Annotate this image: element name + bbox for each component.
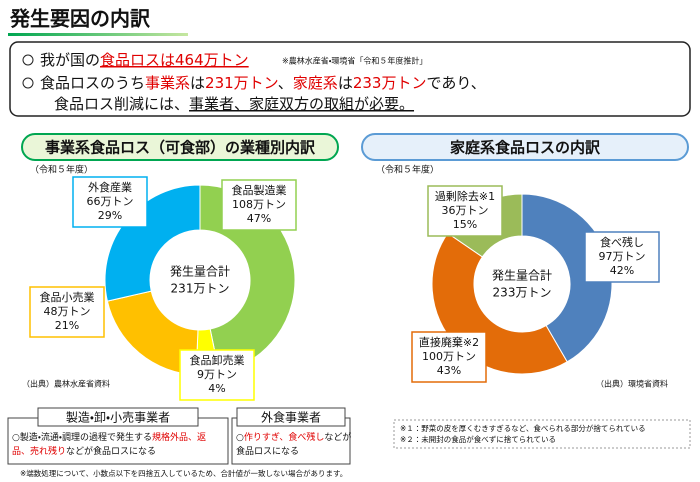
text-segment: 233万トン (353, 74, 427, 92)
info-box-title: 製造・卸・小売事業者 (66, 410, 170, 425)
text-segment: 事業系 (145, 74, 190, 92)
info-box-tab (37, 407, 199, 427)
chart-subtitle: （令和５年度） (30, 164, 93, 176)
callout-box (221, 179, 297, 231)
value-label: 108万トン (232, 198, 286, 211)
text-segment: 事業者、家庭双方の取組が必要。 (189, 95, 414, 113)
chart-title: 事業系食品ロス（可食部）の業種別内訳 (45, 139, 316, 157)
info-box-tab (236, 407, 346, 427)
chart-source: （出典）農林水産省資料 (22, 379, 110, 389)
text-segment: などが食品ロスになる (66, 445, 156, 457)
notes-box (393, 419, 691, 449)
value-label: 36万トン (442, 204, 489, 217)
rich-text: ○作りすぎ、食べ残しなどが (236, 431, 351, 443)
value-label: 100万トン (422, 350, 476, 363)
callout-box (411, 331, 487, 383)
text-segment: 品、売れ残り (12, 445, 66, 457)
category-label: 食品卸売業 (190, 353, 245, 367)
callout-box (584, 231, 660, 283)
total-value: 233万トン (493, 286, 552, 300)
text-segment: ○ (236, 433, 244, 443)
footer-note: ※端数処理について、小数点以下を四捨五入しているため、合計値が一致しない場合があ… (20, 468, 347, 478)
text-segment: 作りすぎ、食べ残し (244, 431, 325, 443)
text-segment: 家庭系 (293, 74, 338, 92)
rich-text: 我が国の食品ロスは464万トン (40, 51, 249, 69)
callout-box (427, 185, 503, 237)
category-label: 食べ残し (600, 235, 644, 249)
value-label: 9万トン (197, 368, 237, 381)
share-label: 47% (247, 212, 271, 225)
text-segment: ○製造・流通・調理の過程で発生する (12, 431, 152, 443)
text-segment: 、 (278, 74, 293, 92)
text-segment: であり、 (426, 74, 485, 92)
note: ※２：未開封の食品が食べずに捨てられている (400, 434, 556, 444)
text-segment: 食品ロスになる (236, 446, 299, 457)
chart-title-pill (361, 133, 689, 161)
total-label: 発生量合計 (492, 268, 552, 283)
value-label: 97万トン (599, 250, 646, 263)
summary-box (9, 41, 691, 117)
rich-text: 食品ロスになる (236, 446, 299, 457)
share-label: 42% (610, 264, 634, 277)
rich-text: 品、売れ残りなどが食品ロスになる (12, 445, 156, 457)
chart-title-pill (21, 133, 339, 161)
rich-text: 食品ロスのうち事業系は231万トン、家庭系は233万トンであり、 (40, 74, 486, 92)
info-box-title: 外食事業者 (261, 411, 321, 425)
total-value: 231万トン (171, 282, 230, 296)
bullet (22, 54, 34, 66)
text-segment: は (338, 74, 353, 92)
share-label: 29% (98, 209, 122, 222)
text-segment: は (190, 74, 205, 92)
value-label: 48万トン (44, 305, 91, 318)
category-label: 食品小売業 (40, 291, 95, 304)
text-segment: 食品ロスは464万トン (100, 51, 249, 69)
chart-subtitle: （令和５年度） (376, 164, 439, 176)
chart-source: （出典）環境省資料 (596, 379, 668, 389)
share-label: 15% (453, 218, 477, 231)
page-title: 発生要因の内訳 (9, 7, 150, 31)
share-label: 4% (208, 382, 225, 395)
summary-source: ※農林水産省・環境省「令和５年度推計」 (282, 56, 427, 66)
text-segment: などが (324, 431, 351, 443)
category-label: 食品製造業 (232, 183, 287, 197)
category-label: 直接廃棄※2 (419, 336, 479, 349)
bullet (22, 77, 34, 89)
total-label: 発生量合計 (170, 264, 230, 279)
category-label: 外食産業 (88, 180, 132, 194)
share-label: 43% (437, 364, 461, 377)
text-segment: 食品ロスのうち (40, 74, 145, 92)
category-label: 過剰除去※1 (435, 189, 495, 203)
callout-box (179, 349, 255, 401)
rich-text: ○製造・流通・調理の過程で発生する規格外品、返 (12, 431, 206, 443)
text-segment: 我が国の (40, 51, 100, 69)
chart-title: 家庭系食品ロスの内訳 (450, 139, 601, 157)
value-label: 66万トン (87, 195, 134, 208)
note: ※１：野菜の皮を厚くむきすぎるなど、食べられる部分が捨てられている (400, 423, 646, 433)
donut-slice (104, 184, 201, 302)
callout-box (72, 176, 148, 228)
text-segment: 食品ロス削減には、 (54, 95, 189, 113)
text-segment: 規格外品、返 (152, 431, 206, 443)
text-segment: 231万トン (205, 74, 278, 92)
share-label: 21% (55, 319, 79, 332)
title-underline (8, 33, 188, 36)
callout-box (29, 286, 105, 338)
rich-text: 食品ロス削減には、事業者、家庭双方の取組が必要。 (54, 95, 414, 113)
